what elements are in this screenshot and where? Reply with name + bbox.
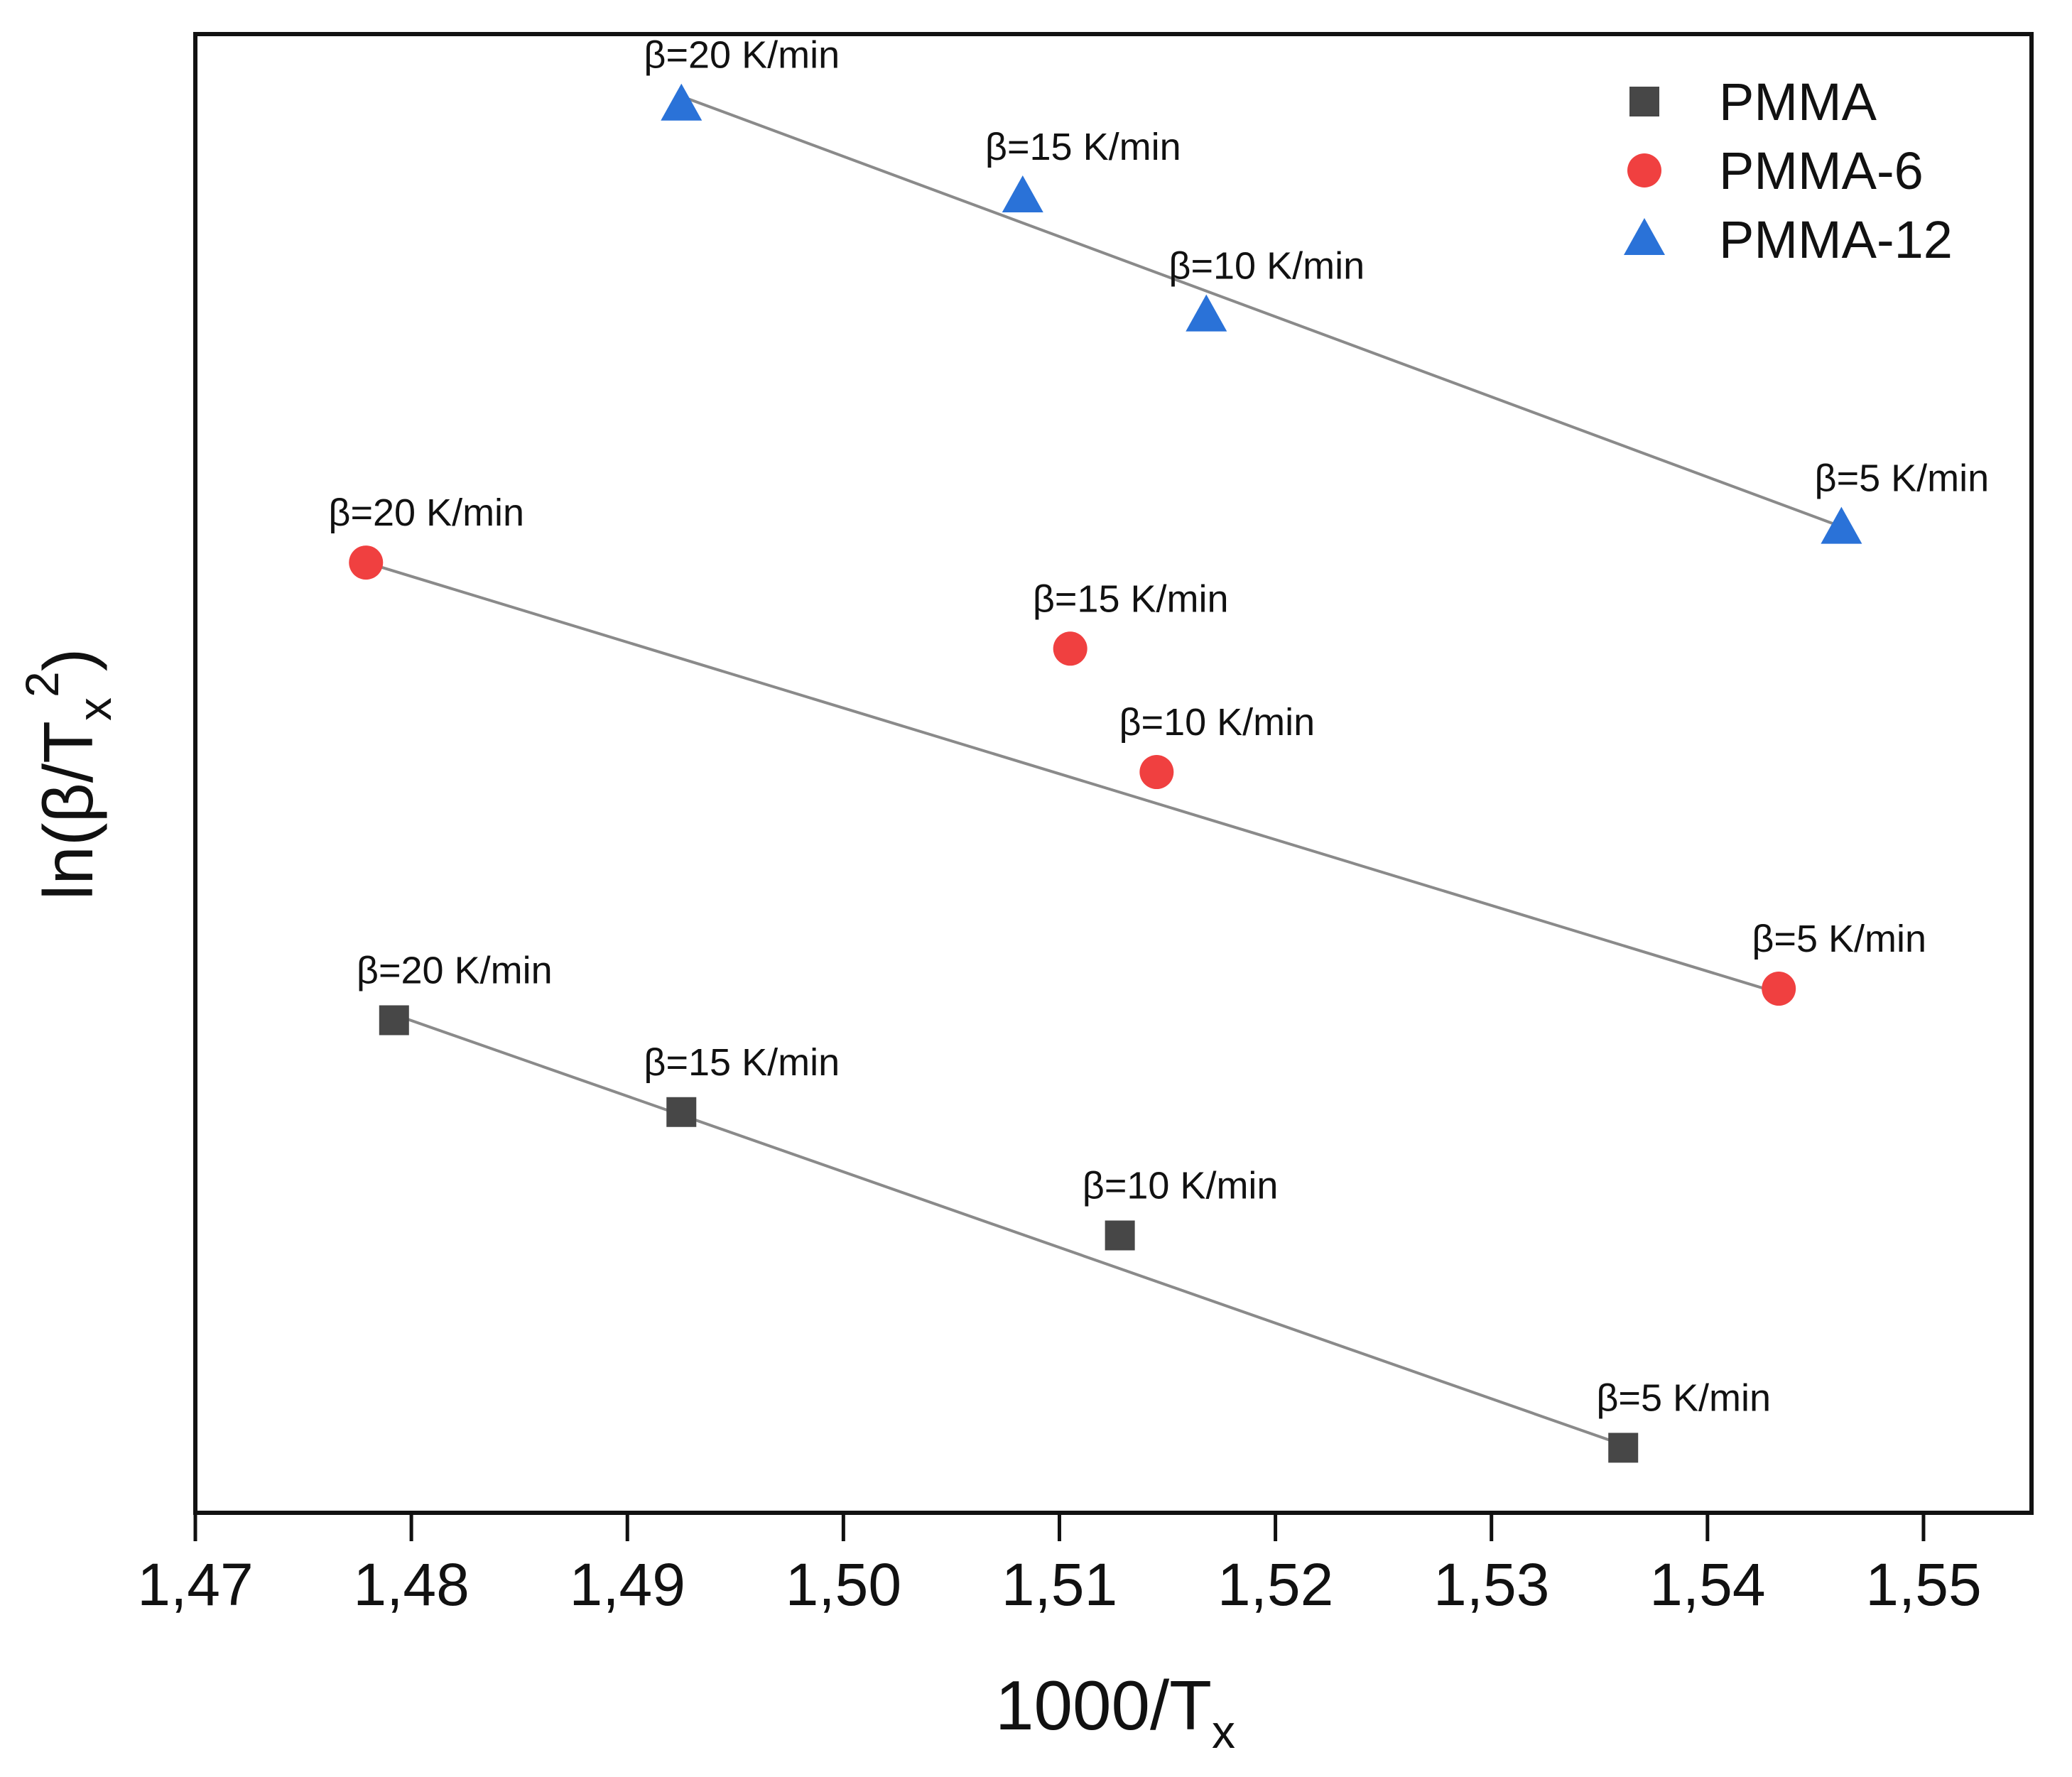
point-label-pmma-12: β=20 K/min	[644, 34, 840, 77]
point-label-pmma-12: β=5 K/min	[1815, 457, 1990, 500]
x-tick-label: 1,55	[1865, 1551, 1982, 1618]
fit-line-pmma	[394, 1013, 1624, 1447]
data-point-pmma-6	[1053, 631, 1087, 666]
data-point-pmma-6	[349, 545, 384, 580]
point-label-pmma: β=20 K/min	[357, 949, 553, 991]
point-label-pmma-12: β=10 K/min	[1168, 245, 1365, 288]
data-point-pmma-12	[1821, 506, 1862, 544]
legend-marker-pmma	[1629, 87, 1659, 116]
point-label-pmma-6: β=20 K/min	[328, 491, 524, 534]
x-axis-title: 1000/Tx	[995, 1666, 1235, 1758]
point-label-pmma-6: β=15 K/min	[1033, 577, 1229, 620]
x-tick-label: 1,53	[1433, 1551, 1550, 1618]
fit-line-pmma-12	[680, 94, 1843, 528]
data-point-pmma	[379, 1005, 409, 1036]
point-labels: β=20 K/min β=15 K/min β=10 K/min β=5 K/min β…	[328, 34, 1989, 1420]
x-tick-label: 1,50	[786, 1551, 902, 1618]
point-label-pmma: β=5 K/min	[1596, 1376, 1771, 1419]
data-point-pmma-6	[1762, 972, 1796, 1006]
point-label-pmma-6: β=5 K/min	[1752, 918, 1926, 960]
legend: PMMA PMMA-6 PMMA-12	[1624, 72, 1953, 269]
plot-frame	[193, 32, 2034, 1515]
data-point-pmma-12	[1002, 175, 1043, 212]
data-point-pmma-12	[661, 83, 703, 121]
point-label-pmma: β=10 K/min	[1083, 1164, 1279, 1207]
x-tick-label: 1,49	[569, 1551, 685, 1618]
x-tick-label: 1,47	[137, 1551, 254, 1618]
data-point-pmma-12	[1186, 294, 1227, 332]
legend-label-pmma-12: PMMA-12	[1719, 210, 1953, 269]
legend-label-pmma-6: PMMA-6	[1719, 141, 1924, 200]
point-label-pmma: β=15 K/min	[644, 1041, 840, 1084]
x-tick-label: 1,54	[1649, 1551, 1766, 1618]
point-label-pmma-12: β=15 K/min	[985, 126, 1181, 168]
x-tick-label: 1,48	[353, 1551, 470, 1618]
x-axis-ticks: 1,47 1,48 1,49 1,50 1,51 1,52 1,53 1,54 1,55	[137, 1513, 1982, 1618]
fit-line-pmma-6	[365, 561, 1779, 995]
legend-marker-pmma-6	[1627, 153, 1661, 188]
data-point-pmma-6	[1139, 755, 1174, 790]
fit-lines	[365, 94, 1843, 1447]
point-label-pmma-6: β=10 K/min	[1119, 701, 1315, 744]
y-axis-title: ln(β/Tx2)	[16, 648, 121, 901]
x-tick-label: 1,52	[1217, 1551, 1334, 1618]
data-point-pmma	[1608, 1433, 1639, 1463]
data-points	[349, 83, 1862, 1463]
x-tick-label: 1,51	[1002, 1551, 1118, 1618]
legend-label-pmma: PMMA	[1719, 72, 1877, 131]
data-point-pmma	[1105, 1220, 1135, 1251]
data-point-pmma	[666, 1097, 697, 1127]
legend-marker-pmma-12	[1624, 218, 1665, 255]
